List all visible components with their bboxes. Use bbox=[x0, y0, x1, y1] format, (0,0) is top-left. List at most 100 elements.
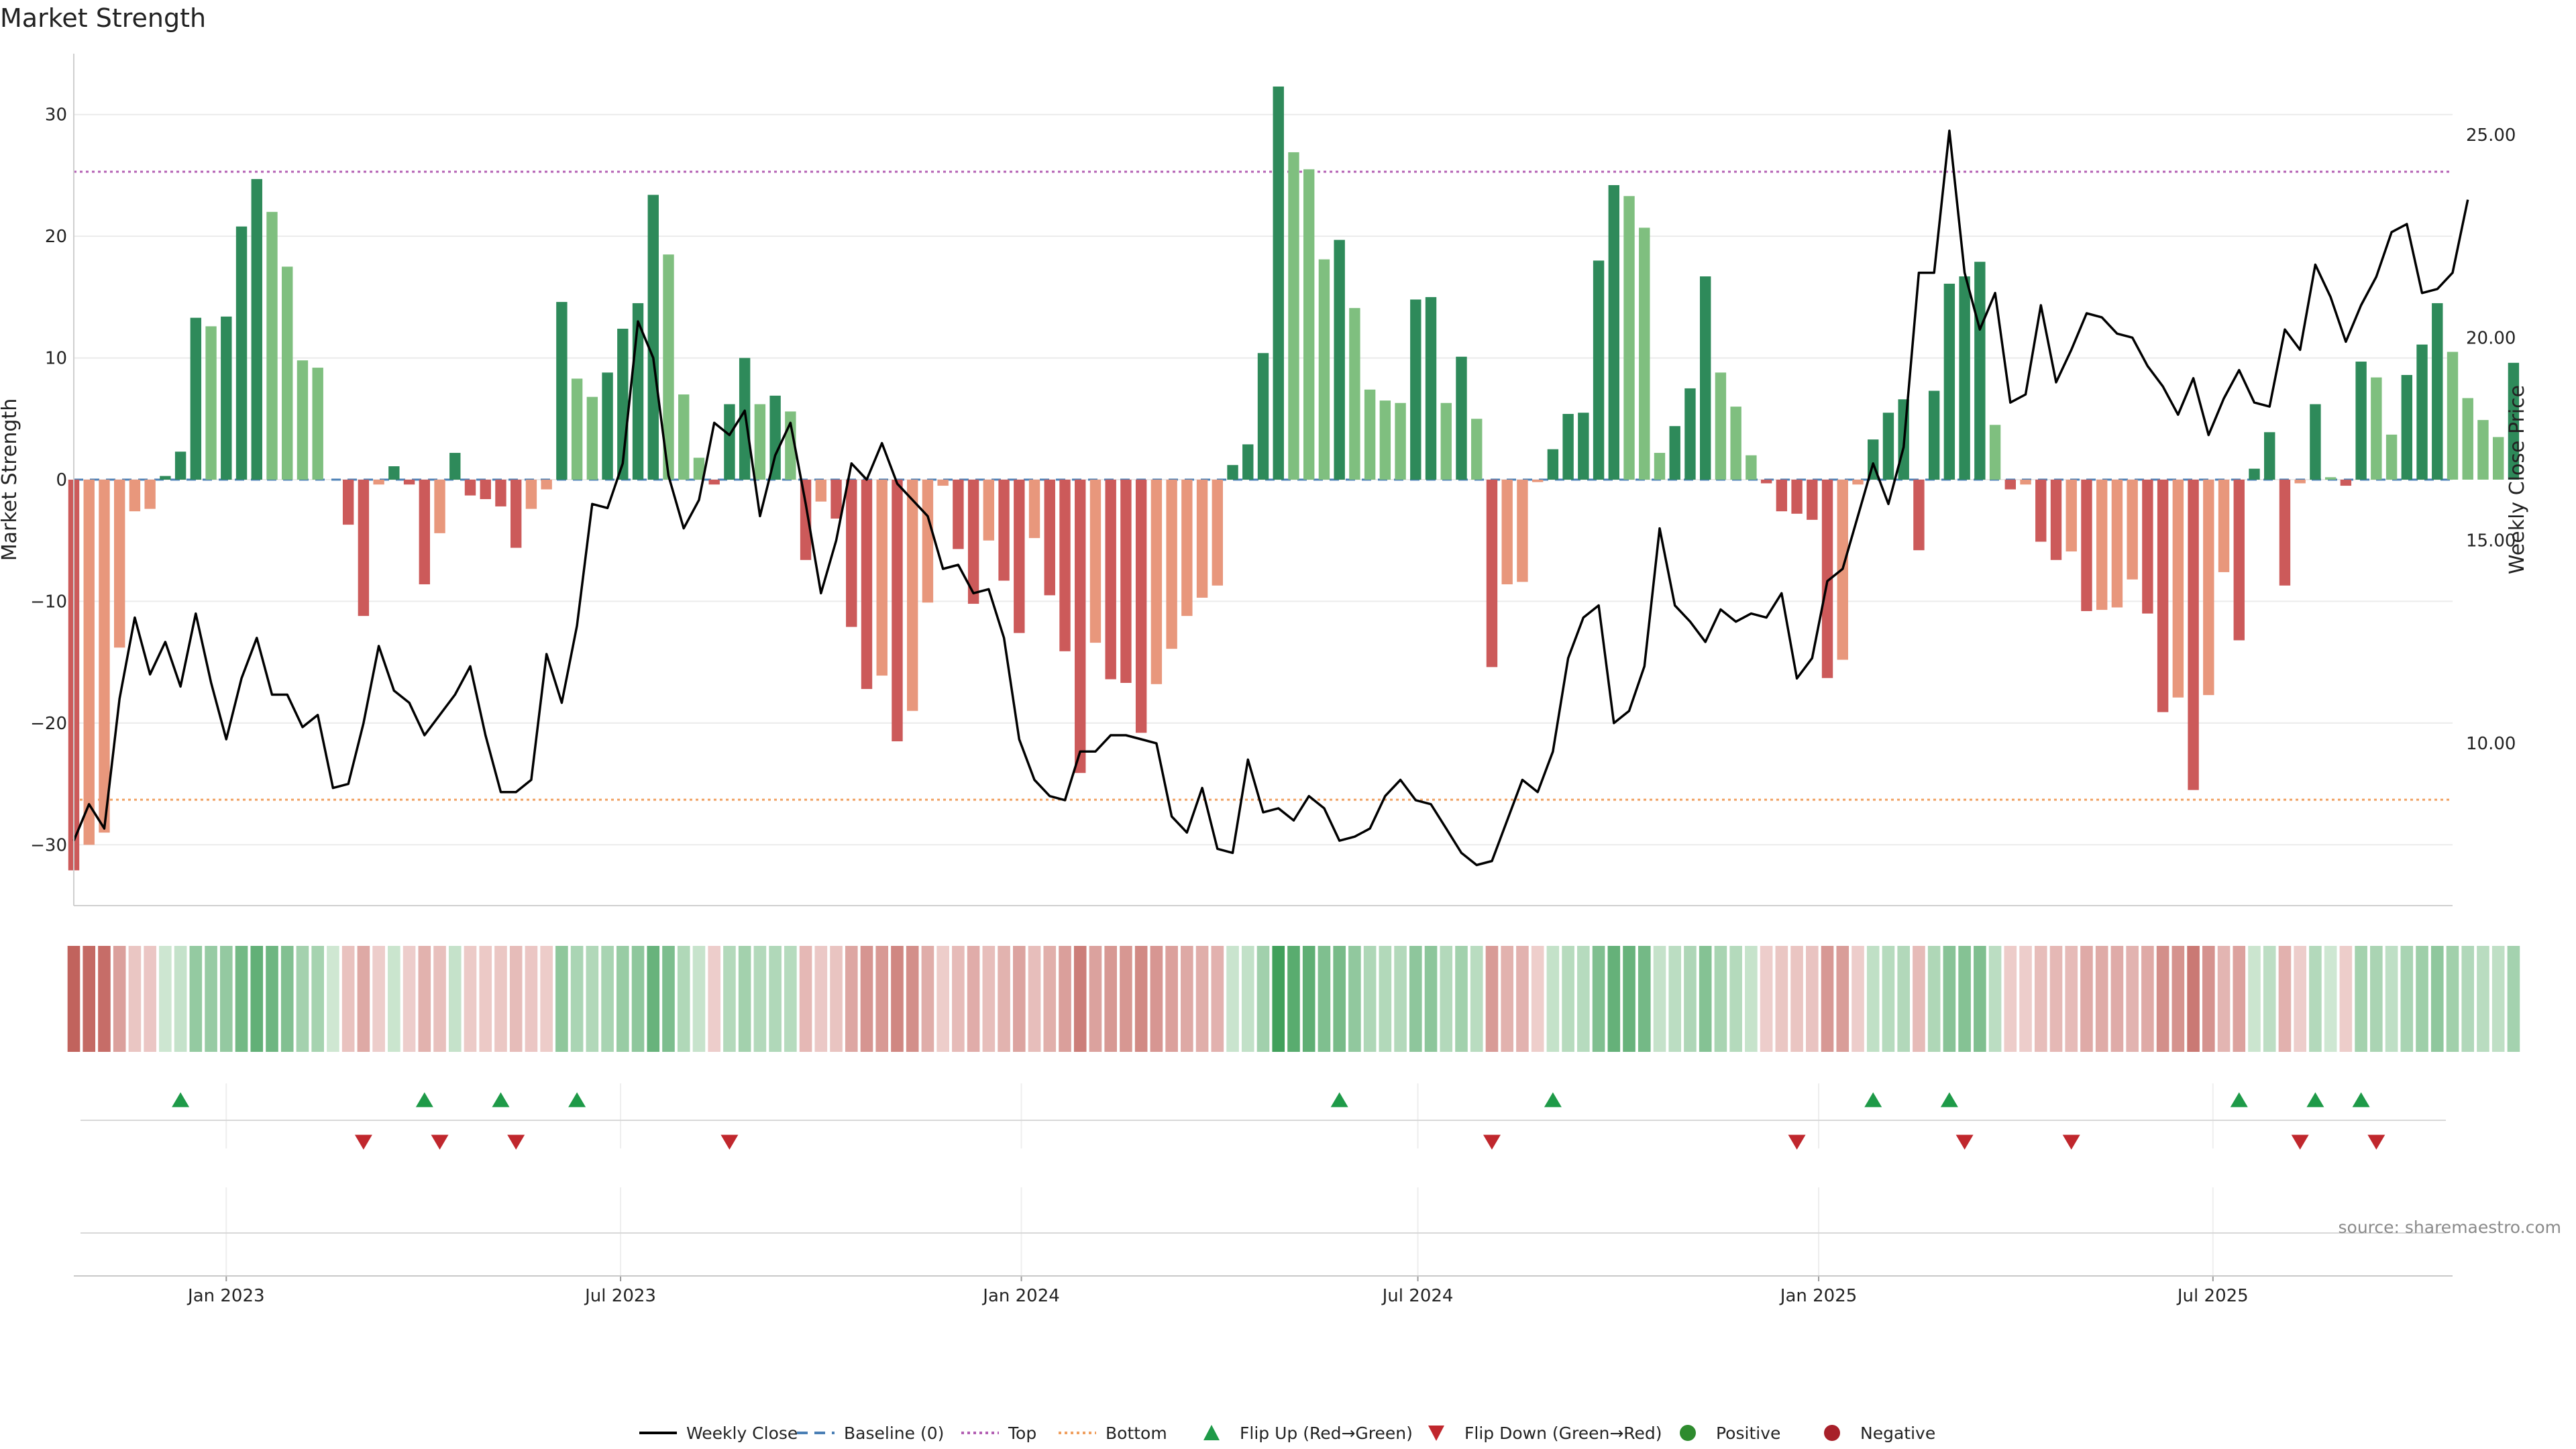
heat-cell bbox=[1028, 946, 1041, 1052]
strength-bar bbox=[1715, 372, 1727, 480]
y-tick-label: −10 bbox=[30, 592, 67, 612]
strength-bar bbox=[1913, 480, 1925, 551]
heat-cell bbox=[1897, 946, 1911, 1052]
strength-bar bbox=[876, 480, 888, 676]
heat-cell bbox=[67, 946, 80, 1052]
strength-bar bbox=[129, 480, 141, 512]
heat-cell bbox=[1623, 946, 1635, 1052]
source-label: source: sharemaestro.com bbox=[2339, 1218, 2562, 1237]
heat-cell bbox=[1470, 946, 1483, 1052]
strength-bar bbox=[663, 254, 674, 480]
strength-bar bbox=[144, 480, 156, 509]
heat-cell bbox=[875, 946, 889, 1052]
heat-cell bbox=[2385, 946, 2398, 1052]
heat-cell bbox=[2110, 946, 2124, 1052]
heat-cell bbox=[1455, 946, 1468, 1052]
heat-cell bbox=[936, 946, 949, 1052]
strength-bar bbox=[2172, 480, 2184, 698]
heat-cell bbox=[952, 946, 965, 1052]
strength-bar bbox=[2188, 480, 2199, 790]
heat-cell bbox=[280, 946, 294, 1052]
strength-bar bbox=[1288, 152, 1299, 480]
flip-down-marker bbox=[2062, 1134, 2080, 1150]
strength-bar bbox=[1364, 389, 1376, 480]
strength-bar bbox=[342, 480, 354, 525]
heat-cell bbox=[2217, 946, 2231, 1052]
heat-cell bbox=[2400, 946, 2414, 1052]
heat-cell bbox=[2171, 946, 2185, 1052]
heat-cell bbox=[1256, 946, 1270, 1052]
heat-cell bbox=[1714, 946, 1727, 1052]
strength-bar bbox=[1684, 388, 1696, 480]
legend-label: Flip Up (Red→Green) bbox=[1240, 1424, 1413, 1443]
heat-cell bbox=[357, 946, 370, 1052]
flip-down-marker bbox=[1955, 1134, 1974, 1150]
strength-bar bbox=[998, 480, 1010, 581]
strength-bar bbox=[1608, 184, 1620, 480]
strength-bar bbox=[2462, 398, 2473, 480]
heat-cell bbox=[1059, 946, 1071, 1052]
heat-cell bbox=[1181, 946, 1193, 1052]
heat-cell bbox=[2491, 946, 2505, 1052]
y-tick-label: 20 bbox=[45, 227, 67, 247]
strength-bar bbox=[1791, 480, 1803, 514]
heat-cell bbox=[738, 946, 751, 1052]
strength-bar bbox=[1212, 480, 1224, 586]
heat-cell bbox=[402, 946, 416, 1052]
strength-bar bbox=[1089, 480, 1102, 643]
heat-cell bbox=[1577, 946, 1590, 1052]
heat-cell bbox=[205, 946, 217, 1052]
flip-up-marker bbox=[492, 1092, 510, 1108]
strength-bar bbox=[754, 404, 766, 480]
y2-tick-label: 10.00 bbox=[2466, 734, 2516, 754]
heat-cell bbox=[2202, 946, 2215, 1052]
strength-bar bbox=[1456, 356, 1467, 480]
heat-cell bbox=[1607, 946, 1621, 1052]
heat-cell bbox=[1546, 946, 1560, 1052]
x-tick-label: Jul 2023 bbox=[584, 1286, 656, 1306]
strength-bar bbox=[892, 480, 903, 742]
heat-cell bbox=[1409, 946, 1422, 1052]
strength-bar bbox=[739, 358, 751, 480]
heat-cell bbox=[1043, 946, 1057, 1052]
strength-bar bbox=[1486, 480, 1498, 667]
heat-cell bbox=[128, 946, 142, 1052]
heat-cell bbox=[2324, 946, 2337, 1052]
heat-cell bbox=[2141, 946, 2154, 1052]
y2-tick-label: 20.00 bbox=[2466, 328, 2516, 348]
heat-cell bbox=[845, 946, 858, 1052]
strength-bar bbox=[1440, 402, 1452, 480]
flip-up-marker bbox=[2352, 1092, 2370, 1108]
y-tick-label: −20 bbox=[30, 714, 67, 734]
heat-cell bbox=[2294, 946, 2307, 1052]
strength-bar bbox=[419, 480, 431, 585]
heat-cell bbox=[2339, 946, 2353, 1052]
heat-cell bbox=[677, 946, 690, 1052]
heat-cell bbox=[1805, 946, 1819, 1052]
strength-bar bbox=[1028, 480, 1040, 539]
heat-cell bbox=[1958, 946, 1971, 1052]
legend-swatch-down-icon bbox=[1428, 1426, 1444, 1441]
strength-bar bbox=[846, 480, 857, 627]
flip-down-marker bbox=[2367, 1134, 2385, 1150]
strength-bar bbox=[2233, 480, 2245, 641]
x-tick-label: Jan 2023 bbox=[186, 1286, 265, 1306]
y2-axis-label: Weekly Close Price bbox=[2506, 385, 2529, 574]
heat-cell bbox=[2278, 946, 2292, 1052]
strength-bar bbox=[1882, 413, 1894, 480]
legend-item: Negative bbox=[1824, 1424, 1935, 1443]
strength-bar bbox=[2324, 477, 2337, 480]
heat-cell bbox=[814, 946, 828, 1052]
strength-bar bbox=[2096, 480, 2108, 610]
flip-up-marker bbox=[568, 1092, 586, 1108]
heat-cell bbox=[1089, 946, 1102, 1052]
strength-bar bbox=[2157, 480, 2169, 712]
strength-bar bbox=[678, 394, 690, 480]
strength-bar bbox=[1135, 480, 1147, 733]
strength-bar bbox=[1547, 449, 1559, 480]
strength-bar bbox=[1623, 196, 1635, 480]
heat-cell bbox=[2263, 946, 2276, 1052]
strength-bar bbox=[373, 480, 384, 485]
heat-cell bbox=[723, 946, 736, 1052]
heat-cell bbox=[1195, 946, 1209, 1052]
